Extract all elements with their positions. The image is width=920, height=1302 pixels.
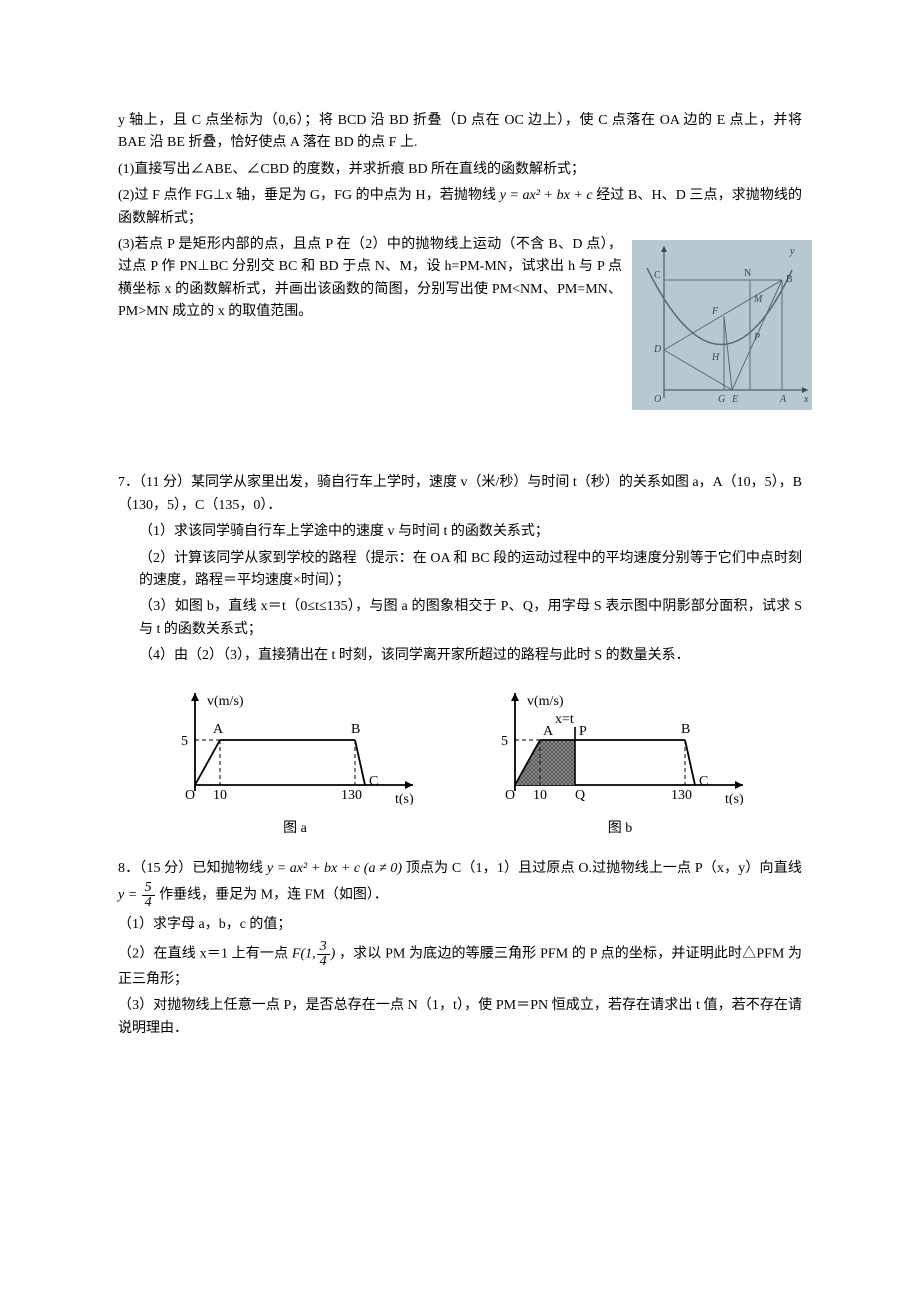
q7-fig-a: v(m/s) t(s) 5 A B O 10 130 C 图 a [165, 685, 425, 840]
q7b-10: 10 [533, 788, 547, 803]
question-7: 7．（11 分）某同学从家里出发，骑自行车上学时，速度 v（米/秒）与时间 t（… [118, 472, 802, 840]
q8-header-post: 顶点为 C（1，1）且过原点 O.过抛物线上一点 P（x，y）向直线 [406, 861, 802, 876]
q7a-x-arrow [405, 781, 413, 789]
q7b-P: P [579, 724, 587, 739]
q7b-xlabel: t(s) [725, 792, 744, 805]
q7b-x-arrow [735, 781, 743, 789]
q8-header-eq: y = ax² + bx + c (a ≠ 0) [267, 861, 402, 876]
q6-lbl-M: M [753, 294, 763, 305]
q7-svg-b: v(m/s) t(s) x=t 5 A P B O 10 Q 130 C [485, 685, 755, 805]
q6-lbl-G: G [718, 394, 725, 405]
q7b-xt-lbl: x=t [555, 712, 574, 727]
q8-frac34-num: 3 [317, 940, 330, 955]
q7b-C: C [699, 774, 708, 789]
q6-lbl-N: N [744, 268, 751, 279]
q8-header: 8．（15 分）已知抛物线 y = ax² + bx + c (a ≠ 0) 顶… [118, 858, 802, 909]
q6-lbl-P: P [753, 332, 760, 343]
q8-header-end: 作垂线，垂足为 M，连 FM（如图）． [159, 887, 388, 902]
q8-y-eq: y = [118, 887, 137, 902]
q6-svg: y x C B N M F P D H O G E A [632, 240, 812, 410]
q7a-10: 10 [213, 788, 227, 803]
spacer-1 [118, 444, 802, 472]
q8-frac34-den: 4 [317, 955, 330, 969]
q8-frac54-num: 5 [142, 881, 155, 896]
q7b-y-arrow [511, 693, 519, 701]
q8-item2-close: ) [331, 947, 336, 962]
q8-item2-F: F(1, [292, 947, 316, 962]
q7-fig-a-label: 图 a [165, 818, 425, 840]
q8-frac54-den: 4 [142, 896, 155, 910]
q7-fig-b: v(m/s) t(s) x=t 5 A P B O 10 Q 130 C 图 b [485, 685, 755, 840]
q6-lbl-H: H [711, 352, 720, 363]
q7-figures: v(m/s) t(s) 5 A B O 10 130 C 图 a [118, 685, 802, 840]
q6-item2: (2)过 F 点作 FG⊥x 轴，垂足为 G，FG 的中点为 H，若抛物线 y … [118, 185, 802, 230]
q7b-A: A [543, 724, 554, 739]
q7b-5: 5 [501, 734, 508, 749]
q6-para1: y 轴上，且 C 点坐标为（0,6）；将 BCD 沿 BD 折叠（D 点在 OC… [118, 110, 802, 155]
q7b-130: 130 [671, 788, 692, 803]
q7a-B: B [351, 722, 360, 737]
q7a-C: C [369, 774, 378, 789]
q6-lbl-y: y [789, 246, 795, 257]
q6-lbl-A: A [779, 394, 787, 405]
q8-frac54: 5 4 [142, 881, 155, 910]
q6-item1: (1)直接写出∠ABE、∠CBD 的度数，并求折痕 BD 所在直线的函数解析式； [118, 159, 802, 181]
q7b-ylabel: v(m/s) [527, 694, 564, 709]
q7-item3: （3）如图 b，直线 x＝t（0≤t≤135），与图 a 的图象相交于 P、Q，… [118, 596, 802, 641]
q6-item2-eq: y = ax² + bx + c [500, 188, 593, 203]
q7a-OA [195, 740, 220, 785]
q6-lbl-F: F [711, 306, 719, 317]
q7-svg-a: v(m/s) t(s) 5 A B O 10 130 C [165, 685, 425, 805]
q8-item1: （1）求字母 a，b，c 的值； [118, 914, 802, 936]
q7a-BC [355, 740, 365, 785]
q6-lbl-B: B [786, 274, 793, 285]
q6-lbl-E: E [731, 394, 738, 405]
q6-lbl-O: O [654, 394, 661, 405]
q6-figure: y x C B N M F P D H O G E A [632, 240, 812, 418]
q7-item4: （4）由（2）（3），直接猜出在 t 时刻，该同学离开家所超过的路程与此时 S … [118, 645, 802, 667]
q7a-y-arrow [191, 693, 199, 701]
q7a-A: A [213, 722, 224, 737]
q8-item2: （2）在直线 x＝1 上有一点 F(1, 3 4 ) ，求以 PM 为底边的等腰… [118, 940, 802, 991]
q7a-xlabel: t(s) [395, 792, 414, 805]
q7b-B: B [681, 722, 690, 737]
q8-item3: （3）对抛物线上任意一点 P，是否总存在一点 N（1，t），使 PM＝PN 恒成… [118, 995, 802, 1040]
q7b-BC [685, 740, 695, 785]
q7-item2: （2）计算该同学从家到学校的路程（提示：在 OA 和 BC 段的运动过程中的平均… [118, 548, 802, 593]
q7a-5: 5 [181, 734, 188, 749]
q7-header: 7．（11 分）某同学从家里出发，骑自行车上学时，速度 v（米/秒）与时间 t（… [118, 472, 802, 517]
q7-item1: （1）求该同学骑自行车上学途中的速度 v 与时间 t 的函数关系式； [118, 521, 802, 543]
q6-item2-pre: (2)过 F 点作 FG⊥x 轴，垂足为 G，FG 的中点为 H，若抛物线 [118, 188, 500, 203]
q7a-O: O [185, 788, 195, 803]
q7b-O: O [505, 788, 515, 803]
q6-lbl-C: C [654, 270, 661, 281]
q7-fig-b-label: 图 b [485, 818, 755, 840]
q6-lbl-D: D [653, 344, 662, 355]
q7a-130: 130 [341, 788, 362, 803]
q7b-shaded [515, 740, 575, 785]
question-8: 8．（15 分）已知抛物线 y = ax² + bx + c (a ≠ 0) 顶… [118, 858, 802, 1040]
question-6: y 轴上，且 C 点坐标为（0,6）；将 BCD 沿 BD 折叠（D 点在 OC… [118, 110, 802, 426]
q8-frac34: 3 4 [317, 940, 330, 969]
q8-header-pre: 8．（15 分）已知抛物线 [118, 861, 267, 876]
q6-lbl-x: x [803, 394, 809, 405]
q8-item2-pre: （2）在直线 x＝1 上有一点 [118, 947, 292, 962]
q7b-Q: Q [575, 788, 585, 803]
q7a-ylabel: v(m/s) [207, 694, 244, 709]
page: y 轴上，且 C 点坐标为（0,6）；将 BCD 沿 BD 折叠（D 点在 OC… [0, 0, 920, 1302]
